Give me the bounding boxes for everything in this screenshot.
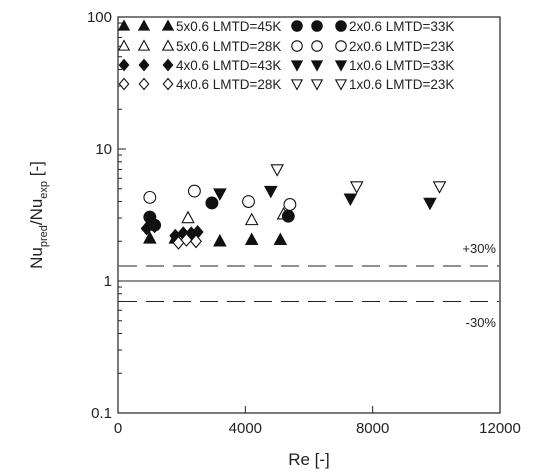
legend-marker-7-2: [334, 79, 348, 91]
legend-marker-4-2: [335, 20, 347, 32]
legend-marker-1-2: [161, 39, 175, 51]
legend-marker-2-0: [118, 58, 130, 72]
point-s3-2: [189, 234, 202, 249]
point-s7-0: [270, 164, 284, 177]
legend-marker-4-0: [291, 20, 303, 32]
point-s6-1: [263, 185, 278, 199]
reference-lines: [119, 265, 499, 302]
minus-30-label: -30%: [466, 315, 497, 330]
point-s6-3: [423, 197, 437, 211]
point-s5-1: [187, 184, 201, 198]
legend-marker-7-1: [310, 79, 324, 91]
data-points: [140, 164, 447, 250]
y-axis-label-sub-exp: exp: [38, 181, 50, 199]
y-tick-label-2: 10: [95, 141, 112, 158]
legend-marker-0-1: [137, 19, 151, 31]
y-tick-label-0: 0.1: [91, 405, 112, 422]
legend-marker-2-1: [138, 58, 150, 72]
y-axis-label: Nupred/Nuexp [-]: [27, 161, 50, 269]
legend-marker-4-1: [311, 20, 323, 32]
axis-ticks: 0 4000 8000 12000 0.1 1 10 100: [87, 9, 521, 437]
point-s1-0: [181, 210, 195, 224]
point-s4-1: [148, 218, 162, 232]
legend-marker-0-0: [117, 19, 131, 31]
legend-item-3: 4x0.6 LMTD=28K: [118, 77, 281, 92]
legend-label-0: 5x0.6 LMTD=45K: [176, 19, 281, 34]
point-s0-3: [244, 232, 259, 246]
legend-label-2: 4x0.6 LMTD=43K: [176, 58, 281, 73]
x-axis-label: Re [-]: [288, 450, 330, 469]
legend: 5x0.6 LMTD=45K 5x0.6 LMTD=28K 4x0.6 LMTD=4…: [117, 19, 454, 92]
point-s6-0: [213, 188, 227, 201]
point-s5-3: [283, 198, 297, 211]
legend-marker-0-2: [161, 19, 175, 31]
plus-30-label: +30%: [462, 241, 496, 256]
legend-item-7: 1x0.6 LMTD=23K: [290, 77, 454, 92]
legend-marker-3-2: [162, 77, 174, 91]
y-axis-label-mid: /Nu: [27, 199, 46, 225]
legend-item-0: 5x0.6 LMTD=45K: [117, 19, 281, 34]
legend-marker-7-0: [290, 79, 304, 91]
legend-marker-6-2: [334, 60, 348, 72]
point-s5-0: [143, 190, 157, 204]
x-tick-label-0: 0: [114, 420, 122, 437]
y-axis-label-unit: [-]: [27, 161, 46, 181]
legend-marker-5-0: [291, 40, 303, 52]
legend-item-1: 5x0.6 LMTD=28K: [117, 39, 281, 54]
legend-marker-6-0: [290, 60, 304, 72]
point-s4-3: [281, 209, 295, 223]
legend-item-6: 1x0.6 LMTD=33K: [290, 58, 454, 73]
legend-item-5: 2x0.6 LMTD=23K: [291, 39, 454, 54]
x-tick-label-3: 12000: [479, 420, 521, 437]
legend-marker-1-1: [137, 39, 151, 51]
y-tick-label-3: 100: [87, 9, 112, 26]
legend-label-7: 1x0.6 LMTD=23K: [349, 77, 454, 92]
y-axis-label-main: Nu: [27, 247, 46, 269]
y-tick-label-1: 1: [104, 273, 112, 290]
point-s5-2: [242, 195, 255, 208]
plot-frame: [117, 16, 501, 414]
legend-label-5: 2x0.6 LMTD=23K: [349, 39, 454, 54]
legend-marker-1-0: [117, 39, 131, 51]
legend-label-6: 1x0.6 LMTD=33K: [349, 58, 454, 73]
point-s0-0: [143, 231, 157, 244]
legend-marker-5-2: [335, 40, 347, 52]
x-tick-label-2: 8000: [356, 420, 389, 437]
legend-marker-2-2: [162, 58, 174, 72]
point-s7-1: [349, 181, 364, 194]
point-s6-2: [343, 193, 358, 207]
y-axis-label-sub-pred: pred: [38, 225, 50, 247]
legend-label-4: 2x0.6 LMTD=33K: [349, 19, 454, 34]
point-s3-1: [180, 232, 193, 247]
x-tick-label-1: 4000: [229, 420, 262, 437]
legend-label-1: 5x0.6 LMTD=28K: [176, 39, 281, 54]
legend-marker-3-0: [118, 77, 130, 91]
legend-marker-6-1: [310, 60, 324, 72]
point-s0-2: [213, 233, 227, 247]
legend-label-3: 4x0.6 LMTD=28K: [176, 77, 281, 92]
legend-marker-3-1: [138, 77, 150, 91]
point-s0-4: [273, 232, 288, 246]
legend-item-4: 2x0.6 LMTD=33K: [291, 19, 454, 34]
legend-item-2: 4x0.6 LMTD=43K: [118, 58, 281, 73]
legend-marker-5-1: [311, 40, 323, 52]
point-s4-2: [205, 196, 219, 210]
point-s1-1: [244, 212, 259, 226]
point-s7-2: [432, 181, 447, 194]
